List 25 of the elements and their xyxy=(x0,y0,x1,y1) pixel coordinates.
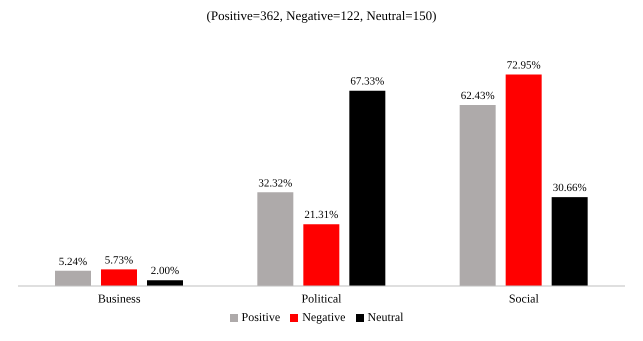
data-label: 32.32% xyxy=(258,177,292,190)
data-label: 67.33% xyxy=(350,76,384,88)
chart-title: (Positive=362, Negative=122, Neutral=150) xyxy=(206,8,438,25)
data-label: 2.00% xyxy=(150,265,180,278)
bar xyxy=(147,280,183,286)
x-tick-label: Political xyxy=(302,292,342,306)
data-label: 21.31% xyxy=(304,209,338,222)
bar xyxy=(257,192,294,286)
bar xyxy=(460,104,496,286)
data-label: 30.66% xyxy=(552,182,587,194)
data-label: 62.43% xyxy=(460,90,495,102)
legend-label: Neutral xyxy=(368,310,404,324)
bar xyxy=(101,269,137,286)
legend-label: Negative xyxy=(302,310,346,324)
data-label: 5.24% xyxy=(58,256,88,268)
bar xyxy=(55,270,91,286)
bar xyxy=(506,74,542,286)
data-label: 5.73% xyxy=(104,254,134,266)
bar xyxy=(349,90,386,286)
bar xyxy=(552,197,588,286)
x-tick-label: Business xyxy=(98,292,141,306)
legend-label: Positive xyxy=(242,310,280,324)
x-tick-label: Social xyxy=(508,292,540,306)
data-label: 72.95% xyxy=(506,59,541,72)
bar xyxy=(303,224,340,286)
